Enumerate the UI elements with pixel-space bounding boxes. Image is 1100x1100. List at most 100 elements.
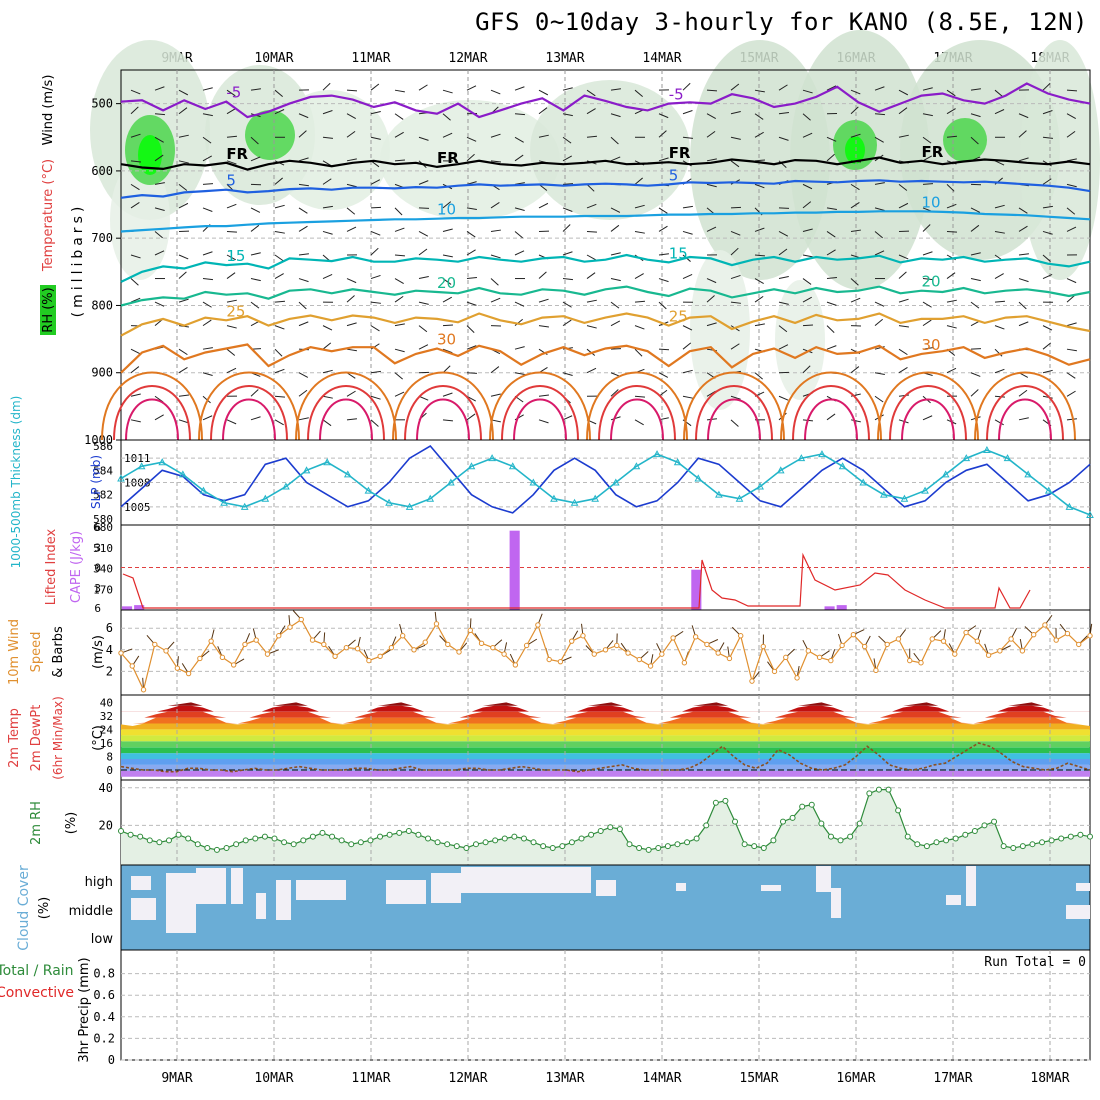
wind-barb <box>946 230 958 233</box>
rh-marker <box>607 824 614 831</box>
wind-speed-marker <box>512 662 519 668</box>
wind-barb <box>538 89 549 96</box>
wind-barb <box>298 301 307 310</box>
cloud-cover-cell <box>461 867 591 893</box>
date-label-bottom: 12MAR <box>448 1071 487 1086</box>
wind-barb <box>130 133 141 138</box>
rh-blob <box>380 100 560 220</box>
wind-barb <box>898 202 909 209</box>
isotherm-label: FR <box>226 145 248 163</box>
wind-barb <box>154 113 166 116</box>
wind-barb <box>346 183 357 188</box>
wind-barb <box>250 301 260 309</box>
wind-barb <box>394 372 403 380</box>
wind-barb <box>970 348 982 350</box>
wind-barb <box>610 348 622 350</box>
wind-barb <box>850 202 860 209</box>
wind-barb <box>562 319 572 327</box>
rh-area <box>121 789 1090 865</box>
wind-barb <box>610 88 621 91</box>
wind-barb <box>346 207 356 215</box>
wind-barb <box>970 389 979 397</box>
rh-marker <box>300 837 307 844</box>
wind-barb <box>922 87 933 91</box>
wind-barb <box>1066 183 1077 188</box>
wind-barb <box>802 228 813 232</box>
isotherm-label: 15 <box>669 244 688 262</box>
rh-marker <box>885 786 892 793</box>
wind-speed-marker <box>174 665 181 671</box>
wind-barb <box>730 160 740 168</box>
wind-barb <box>1066 89 1078 92</box>
rh-marker <box>799 803 806 810</box>
wind-barb <box>274 89 283 97</box>
wind-barb <box>802 113 811 121</box>
cape-bar <box>134 605 145 610</box>
isotherm-label: 5 <box>226 172 236 190</box>
wind-barb <box>1042 178 1052 185</box>
wind-barb <box>658 372 669 378</box>
wind-speed-marker <box>985 652 992 658</box>
wind-barb <box>754 113 764 120</box>
wind-speed-marker <box>287 624 293 630</box>
hot-isotherm-loop <box>295 371 397 441</box>
wind-barb <box>490 89 501 95</box>
wind-barb <box>970 136 979 145</box>
wind-speed-marker <box>343 644 350 651</box>
wind-barb <box>418 275 429 280</box>
wind-speed-marker <box>929 636 935 642</box>
rh-marker <box>933 839 940 846</box>
wind-barb <box>754 323 765 327</box>
precip-side-label-conv: Convective <box>0 985 74 1001</box>
wind-speed-marker <box>478 640 485 647</box>
temp-axis-label-1: 2m Temp <box>7 708 22 768</box>
wind-barb <box>682 274 693 280</box>
rh-marker <box>962 831 969 838</box>
wind-barb <box>298 321 309 327</box>
wind-barb <box>154 182 165 185</box>
wind-barb <box>874 250 885 256</box>
wind-barb <box>682 136 693 139</box>
wind-speed-marker <box>715 650 721 656</box>
wind-speed-marker <box>861 643 868 650</box>
cape-bar <box>509 530 520 610</box>
wind-barb <box>706 295 715 303</box>
wind-barb <box>994 273 1004 279</box>
wind-barb <box>298 183 309 187</box>
wind-barb <box>1042 342 1052 350</box>
wind-axis-label-1: 10m Wind <box>7 619 22 685</box>
wind-speed-marker <box>456 649 462 655</box>
wind-speed-marker <box>884 641 890 648</box>
wind-barb <box>322 178 332 185</box>
slp-marker <box>488 454 496 462</box>
li-tick: 3 <box>94 582 101 595</box>
wind-barb <box>538 134 549 138</box>
wind-barb <box>706 183 717 188</box>
wind-barb <box>562 136 572 144</box>
wind-barb <box>994 419 1004 426</box>
date-label-bottom: 16MAR <box>836 1071 875 1086</box>
rh-marker <box>434 839 441 846</box>
wind-barb <box>658 130 667 138</box>
wind-barb <box>778 207 790 209</box>
rh-marker <box>616 826 623 833</box>
wind-barb <box>754 159 766 162</box>
wind-barb <box>250 207 261 213</box>
hot-isotherm-loop <box>125 398 179 441</box>
wind-barb <box>322 369 333 374</box>
rh-tick: 40 <box>99 781 113 795</box>
wind-barb <box>826 231 836 238</box>
wind-barb <box>226 108 236 115</box>
wind-speed-marker <box>557 658 564 665</box>
wind-barb <box>394 391 405 397</box>
wind-barb <box>226 419 237 425</box>
wind-speed-marker <box>354 646 361 652</box>
wind-barb <box>298 372 309 378</box>
wind-barb <box>778 84 788 91</box>
wind-speed-marker <box>546 656 552 663</box>
wind-barb <box>274 273 284 279</box>
isotherm-label: 25 <box>669 308 688 326</box>
rh-marker <box>338 837 345 844</box>
cloud-cover-cell <box>276 880 291 920</box>
wind-barb <box>706 322 717 327</box>
